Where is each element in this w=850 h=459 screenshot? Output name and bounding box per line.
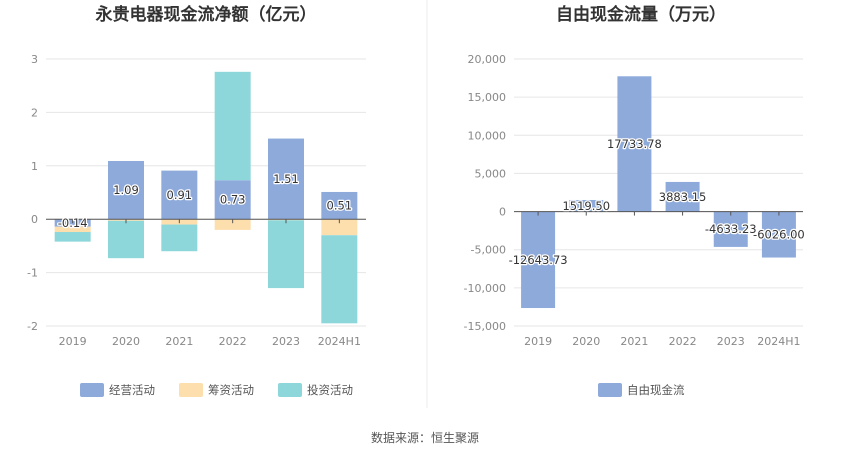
x-tick-label: 2022 [669,335,697,348]
y-axis-ticks: 3 2 1 0 -1 -2 [27,53,38,333]
y-tick-label: 0 [499,206,506,219]
bar-自由现金流-2024H1 [761,211,796,258]
free-cash-flow-chart: 自由现金流量（万元） 20,000 15,000 10,000 5,000 0 -5,00… [464,4,806,397]
source-note: 数据来源：恒生聚源 [371,430,479,445]
y-tick-label: 1 [31,160,38,173]
data-label: 1.09 [113,183,139,197]
y-tick-label: -10,000 [464,282,506,295]
zero-axis [46,218,366,224]
y-tick-label: -5,000 [471,244,506,257]
x-axis-ticks: 2019 2020 2021 2022 2023 2024H1 [59,335,361,348]
x-tick-label: 2020 [572,335,600,348]
legend-swatch [278,383,302,397]
bar-投资活动-2020 [108,220,144,259]
bar-筹资活动-2019 [54,226,91,233]
bar-投资活动-2023 [268,220,304,289]
y-tick-label: 5,000 [475,167,507,180]
bars [54,71,358,324]
x-axis-ticks: 2019 2020 2021 2022 2023 2024H1 [524,335,800,348]
x-tick-label: 2019 [59,335,87,348]
x-tick-label: 2021 [165,335,193,348]
chart-title: 永贵电器现金流净额（亿元） [95,4,317,25]
legend-swatch [179,383,203,397]
data-label: 0.73 [220,193,246,207]
y-tick-label: 0 [31,213,38,226]
bar-自由现金流-2020 [569,199,604,212]
bar-投资活动-2024H1 [321,235,358,324]
data-label: 3883.15 [659,190,707,204]
data-label: 1.51 [273,172,299,186]
y-axis-ticks: 20,000 15,000 10,000 5,000 0 -5,000 -10,000 -15… [464,53,506,333]
data-labels: -0.14 1.09 0.91 0.73 1.51 0.51 [57,171,354,232]
y-tick-label: 15,000 [468,91,507,104]
y-tick-label: 20,000 [468,53,507,66]
bar-投资活动-2019 [54,232,91,242]
data-label: 1519.50 [562,199,610,213]
bar-自由现金流-2023 [713,211,748,247]
legend-swatch [80,383,104,397]
data-labels: -12643.73 1519.50 17733.78 3883.15 -4633.23-… [507,136,806,268]
y-tick-label: 2 [31,106,38,119]
y-tick-label: 3 [31,53,38,66]
data-label: -12643.73 [509,253,568,267]
x-tick-label: 2022 [219,335,247,348]
x-tick-label: 2019 [524,335,552,348]
bars [521,76,796,309]
legend-label: 筹资活动 [208,383,254,397]
x-tick-label: 2020 [112,335,140,348]
data-label: 0.91 [167,188,193,202]
bar-经营活动-2020 [108,160,144,220]
legend: 经营活动 筹资活动 投资活动 [80,383,353,397]
y-tick-label: -15,000 [464,320,506,333]
bar-自由现金流-2021 [617,76,652,212]
y-tick-label: -2 [27,320,38,333]
data-label: -6026.00 [753,228,805,242]
x-tick-label: 2021 [620,335,648,348]
bar-自由现金流-2019 [521,211,556,309]
net-cash-flow-chart: 永贵电器现金流净额（亿元） 3 2 1 0 -1 -2 -0.14 1.09 0.91 0.73… [27,4,366,397]
bar-投资活动-2022 [214,71,251,181]
bar-筹资活动-2024H1 [321,219,358,236]
chart-title: 自由现金流量（万元） [556,4,726,25]
x-tick-label: 2023 [272,335,300,348]
data-label: 0.51 [327,199,353,213]
legend-swatch [598,383,622,397]
bar-经营活动-2022 [214,180,251,220]
bar-投资活动-2021 [161,224,198,252]
data-label: -4633.23 [705,222,757,236]
bar-自由现金流-2022 [665,181,700,212]
bar-经营活动-2021 [161,170,198,220]
bar-筹资活动-2022 [214,219,251,230]
data-label: -0.14 [58,216,88,230]
zero-axis [514,211,803,216]
x-tick-label: 2024H1 [757,335,800,348]
bar-经营活动-2024H1 [321,191,358,220]
legend-label: 经营活动 [109,383,155,397]
legend: 自由现金流 [598,383,685,397]
y-tick-label: 10,000 [468,129,507,142]
x-tick-label: 2023 [717,335,745,348]
x-tick-label: 2024H1 [318,335,361,348]
y-tick-label: -1 [27,267,38,280]
legend-label: 自由现金流 [627,383,685,397]
grid-lines [46,58,366,327]
legend-label: 投资活动 [307,383,353,397]
bar-经营活动-2023 [268,138,304,220]
data-label: 17733.78 [607,137,662,151]
